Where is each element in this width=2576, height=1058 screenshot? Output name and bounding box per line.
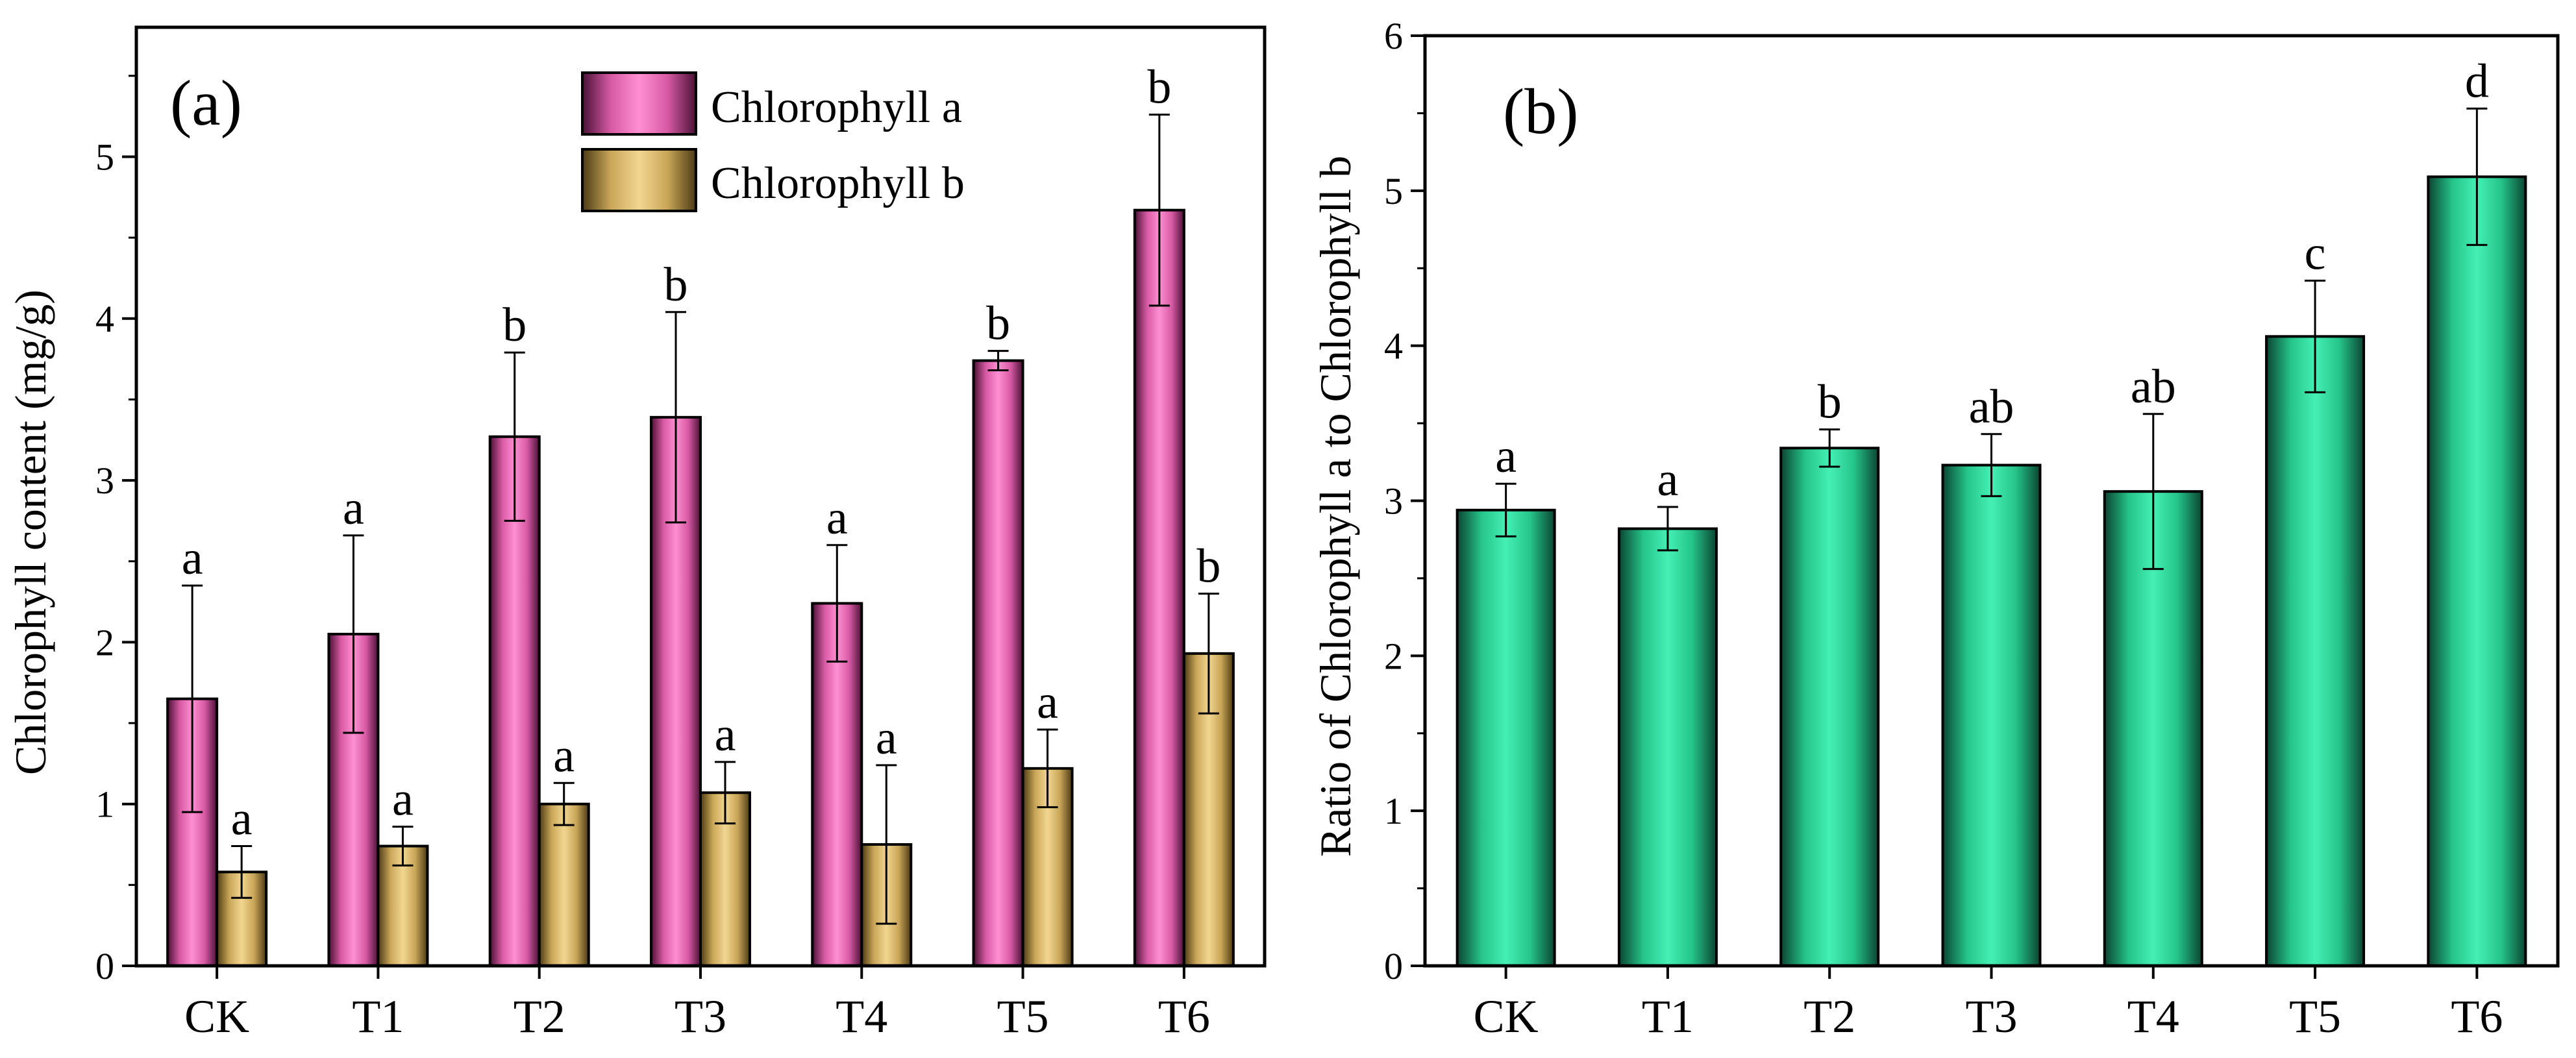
- panel-a-x-tick-label-t2: T2: [514, 990, 565, 1042]
- panel-b-x-tick-label-t3: T3: [1966, 990, 2018, 1042]
- panel-a-x-tick-label-t4: T4: [836, 990, 887, 1042]
- panel-b-y-tick-label: 5: [1384, 170, 1403, 212]
- panel-a-y-tick-label: 4: [95, 298, 114, 340]
- panel-a-bar-s1-t5: [972, 359, 1024, 967]
- panel-a-y-tick-label: 2: [95, 621, 114, 663]
- panel-a-y-tick-label: 3: [95, 460, 114, 502]
- panel-b-x-tick-label-t2: T2: [1803, 990, 1855, 1042]
- panel-a-sig-letter-s1-t3: b: [664, 258, 688, 312]
- panel-b-y-tick-label: 1: [1384, 790, 1403, 832]
- panel-b-bar-t4: [2103, 490, 2203, 967]
- panel-b-bar-t5: [2265, 335, 2366, 967]
- panel-a-bar-s1-t6: [1133, 208, 1185, 967]
- panel-b-sig-letter-t5: c: [2305, 227, 2326, 280]
- panel-b-sig-letter-t3: ab: [1969, 380, 2014, 434]
- panel-b-x-tick-label-t4: T4: [2127, 990, 2179, 1042]
- panel-b-sig-letter-ck: a: [1495, 430, 1517, 483]
- panel-a-x-tick-label-t3: T3: [675, 990, 726, 1042]
- legend-label-chlorophyll-a: Chlorophyll a: [711, 82, 962, 132]
- panel-b-y-tick-label: 2: [1384, 635, 1403, 677]
- panel-a-sig-letter-s1-t1: a: [343, 482, 364, 535]
- panel-b-label: (b): [1503, 75, 1579, 147]
- panel-b-bar-t6: [2427, 175, 2527, 967]
- panel-a-x-tick-label-t1: T1: [352, 990, 404, 1042]
- panel-a-sig-letter-s2-t6: b: [1196, 540, 1220, 593]
- panel-a-sig-letter-s1-t4: a: [826, 491, 848, 545]
- panel-a-label: (a): [170, 67, 242, 139]
- panel-a-sig-letter-s1-t5: b: [986, 297, 1010, 351]
- panel-a-y-axis-label: Chlorophyll content (mg/g): [6, 289, 55, 775]
- panel-a-y-tick-label: 1: [95, 783, 114, 826]
- panel-a-sig-letter-s2-t1: a: [392, 773, 414, 826]
- panel-b-sig-letter-t1: a: [1657, 453, 1678, 506]
- panel-b-y-axis-label: Ratio of Chlorophyll a to Chlorophyll b: [1311, 156, 1360, 857]
- panel-a-sig-letter-s1-t6: b: [1147, 61, 1171, 114]
- panel-a: Chlorophyll content (mg/g) (a) Chlorophy…: [6, 25, 1267, 1042]
- panel-a-bar-s2-t2: [538, 802, 590, 968]
- panel-b-x-tick-label-t5: T5: [2289, 990, 2341, 1042]
- panel-a-x-tick-label-ck: CK: [184, 990, 249, 1042]
- panel-b-bar-ck: [1455, 508, 1556, 967]
- panel-b-y-tick-label: 3: [1384, 480, 1403, 523]
- panel-a-sig-letter-s1-ck: a: [182, 532, 203, 585]
- panel-a-legend: Chlorophyll a Chlorophyll b: [581, 71, 965, 212]
- panel-b-y-tick-label: 0: [1384, 945, 1403, 987]
- panel-b-x-tick-label-ck: CK: [1474, 990, 1539, 1042]
- panel-a-sig-letter-s2-t2: a: [553, 729, 575, 782]
- panel-a-y-tick-label: 0: [95, 945, 114, 987]
- panel-a-bar-s1-t2: [488, 435, 541, 967]
- panel-a-sig-letter-s2-ck: a: [231, 793, 253, 846]
- panel-b-sig-letter-t2: b: [1818, 376, 1842, 429]
- panel-b-x-tick-label-t1: T1: [1642, 990, 1694, 1042]
- panel-a-sig-letter-s1-t2: b: [502, 299, 526, 352]
- panel-a-sig-letter-s2-t3: a: [715, 708, 736, 761]
- panel-a-x-tick-label-t5: T5: [997, 990, 1049, 1042]
- panel-b-bar-t2: [1779, 447, 1880, 967]
- panel-a-x-tick-label-t6: T6: [1158, 990, 1210, 1042]
- panel-b-bar-t3: [1941, 463, 2042, 967]
- panel-a-sig-letter-s2-t4: a: [876, 711, 897, 765]
- panel-b-x-tick-label-t6: T6: [2451, 990, 2503, 1042]
- panel-b-sig-letter-t6: d: [2465, 55, 2489, 108]
- panel-a-sig-letter-s2-t5: a: [1037, 676, 1058, 729]
- panel-b-bar-t1: [1617, 527, 1718, 967]
- panel-a-y-tick-label: 5: [95, 136, 114, 178]
- legend-swatch-chlorophyll-a: [581, 71, 697, 136]
- panel-b-sig-letter-t4: ab: [2131, 360, 2176, 413]
- panel-b: Ratio of Chlorophyll a to Chlorophyll b …: [1311, 15, 2560, 1042]
- panel-b-y-tick-label: 6: [1384, 15, 1403, 57]
- legend-swatch-chlorophyll-b: [581, 148, 697, 212]
- panel-b-y-tick-label: 4: [1384, 325, 1403, 367]
- legend-label-chlorophyll-b: Chlorophyll b: [711, 158, 965, 208]
